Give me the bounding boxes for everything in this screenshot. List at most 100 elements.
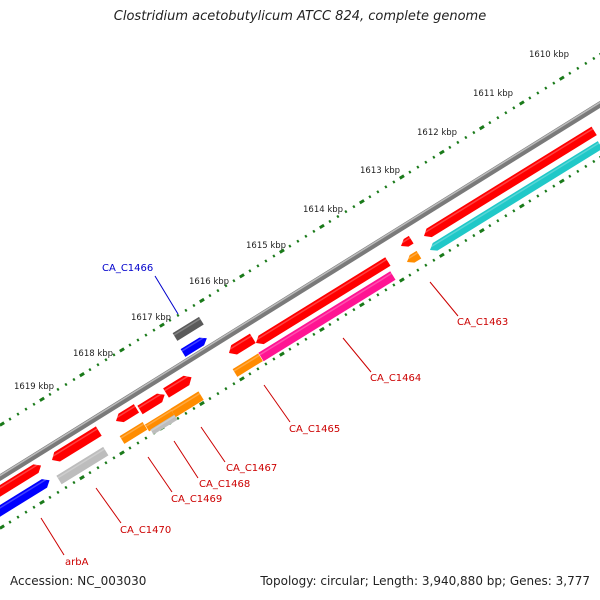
genome-backbone-highlight (0, 101, 600, 477)
scale-label: 1617 kbp (131, 313, 171, 323)
gene-bar (180, 335, 207, 357)
inner-tick (192, 406, 196, 411)
outer-tick (119, 347, 125, 353)
callout-line (95, 487, 122, 524)
gene-bar (399, 235, 414, 247)
outer-tick (288, 244, 292, 248)
inner-tick (176, 416, 180, 420)
inner-tick (408, 273, 412, 277)
outer-tick (558, 75, 565, 81)
outer-tick (144, 333, 148, 337)
inner-tick (392, 283, 396, 287)
scale-label: 1610 kbp (529, 50, 569, 60)
inner-tick-track (0, 155, 600, 530)
inner-tick (72, 480, 76, 485)
gene-label: CA_C1466 (102, 263, 153, 274)
inner-tick (304, 337, 308, 341)
outer-tick (8, 417, 12, 421)
inner-tick (552, 184, 556, 188)
inner-tick (344, 312, 348, 317)
outer-tick (48, 392, 52, 396)
outer-tick (438, 149, 445, 155)
gene-bar (56, 446, 109, 485)
gene-bar (144, 408, 175, 432)
inner-tick (32, 505, 36, 509)
inner-tick (224, 387, 228, 391)
outer-tick (224, 284, 228, 288)
inner-tick (296, 342, 300, 346)
inner-tick (424, 263, 428, 267)
outer-tick (72, 377, 76, 382)
outer-tick (152, 328, 156, 332)
inner-tick (464, 238, 468, 243)
scale-label: 1618 kbp (73, 349, 113, 359)
outer-tick (528, 96, 532, 100)
outer-tick (368, 195, 372, 199)
gene-bar (119, 421, 148, 444)
callout-line (173, 440, 199, 479)
inner-tick (278, 351, 285, 357)
outer-tick (488, 121, 492, 125)
outer-tick (456, 140, 460, 145)
inner-tick (216, 391, 220, 396)
gene-bar (163, 374, 192, 398)
inner-tick (288, 347, 292, 351)
outer-tick (232, 279, 236, 283)
map-title: Clostridium acetobutylicum ATCC 824, com… (113, 9, 487, 24)
topology-text: Topology: circular; Length: 3,940,880 bp… (260, 574, 590, 588)
scale-label: 1619 kbp (14, 382, 54, 392)
genome-backbone (0, 100, 600, 482)
scale-label: 1614 kbp (303, 205, 343, 215)
outer-tick (192, 303, 196, 308)
scale-label: 1615 kbp (246, 241, 286, 251)
inner-tick (584, 164, 588, 169)
callout-line (263, 384, 291, 423)
outer-tick (416, 165, 420, 169)
outer-tick (88, 368, 92, 372)
accession-text: Accession: NC_003030 (10, 574, 147, 588)
outer-tick (32, 402, 36, 406)
gene-bar (428, 141, 600, 251)
inner-tick (104, 461, 108, 465)
gene-bar (0, 477, 50, 517)
callout-line (154, 275, 179, 315)
gene-bar (405, 250, 422, 263)
outer-tick (592, 56, 596, 61)
gene-bar (227, 333, 256, 355)
inner-tick (184, 411, 188, 416)
outer-tick (184, 308, 188, 313)
inner-tick (232, 382, 236, 386)
gene-label: CA_C1470 (120, 525, 171, 536)
inner-tick (39, 499, 45, 505)
outer-tick (472, 130, 476, 135)
outer-tick (398, 174, 405, 180)
gene-bar (170, 391, 204, 418)
gene-label: CA_C1469 (171, 494, 222, 505)
inner-tick (432, 258, 436, 262)
callout-line (40, 517, 65, 556)
inner-tick (96, 466, 100, 470)
gene-callouts: CA_C1463 CA_C1464 CA_C1465 CA_C1466 CA_C1467… (40, 263, 508, 568)
callout-line (200, 426, 226, 463)
scale-label: 1616 kbp (189, 277, 229, 287)
inner-tick (144, 436, 148, 440)
inner-tick (8, 520, 12, 524)
inner-tick (488, 224, 492, 228)
outer-tick (376, 190, 380, 194)
inner-tick (592, 159, 596, 164)
gene-bar (150, 414, 178, 435)
gene-label: arbA (65, 557, 89, 568)
inner-tick (558, 178, 565, 184)
outer-tick (432, 155, 436, 159)
gene-bar (172, 316, 204, 341)
inner-tick (438, 252, 445, 258)
outer-tick (256, 264, 260, 268)
inner-tick (568, 174, 572, 178)
inner-tick (136, 441, 140, 445)
outer-tick (296, 239, 300, 243)
outer-tick (104, 358, 108, 362)
outer-tick (208, 293, 212, 298)
inner-tick (264, 362, 268, 366)
